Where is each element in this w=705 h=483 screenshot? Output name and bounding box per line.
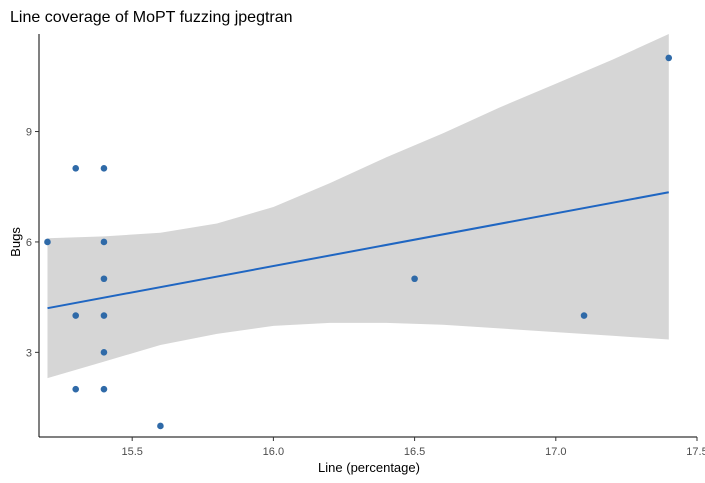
axes-layer bbox=[38, 34, 697, 438]
data-point bbox=[72, 165, 80, 172]
y-tick-label: 6 bbox=[26, 237, 32, 249]
trend-line bbox=[47, 191, 669, 310]
y-axis-label: Bugs bbox=[8, 227, 23, 257]
data-point bbox=[72, 312, 80, 319]
data-point bbox=[100, 312, 108, 319]
data-point bbox=[411, 275, 418, 283]
y-ticks-layer: 3 6 9 bbox=[26, 127, 39, 359]
chart-title: Line coverage of MoPT fuzzing jpegtran bbox=[10, 9, 293, 26]
data-point bbox=[580, 312, 588, 319]
data-point bbox=[100, 275, 108, 283]
data-point bbox=[100, 238, 108, 246]
x-tick-label: 15.5 bbox=[121, 446, 142, 458]
x-tick-label: 16.0 bbox=[263, 446, 284, 458]
data-points-layer bbox=[44, 54, 673, 430]
x-tick-label: 17.5 bbox=[686, 446, 705, 458]
data-point bbox=[157, 422, 164, 430]
data-point bbox=[100, 349, 108, 356]
confidence-band-layer bbox=[47, 34, 669, 379]
x-tick-label: 17.0 bbox=[545, 446, 566, 458]
data-point bbox=[100, 385, 108, 393]
data-point bbox=[665, 54, 673, 62]
confidence-band bbox=[47, 34, 669, 379]
data-point bbox=[72, 385, 80, 393]
data-point bbox=[44, 238, 51, 246]
y-tick-label: 3 bbox=[26, 347, 32, 359]
data-point bbox=[100, 165, 108, 172]
trend-line-layer bbox=[47, 191, 669, 310]
x-axis-label: Line (percentage) bbox=[318, 460, 420, 475]
y-tick-label: 9 bbox=[26, 127, 32, 139]
x-ticks-layer: 15.5 16.0 16.5 17.0 17.5 bbox=[121, 437, 705, 458]
x-tick-label: 16.5 bbox=[404, 446, 425, 458]
